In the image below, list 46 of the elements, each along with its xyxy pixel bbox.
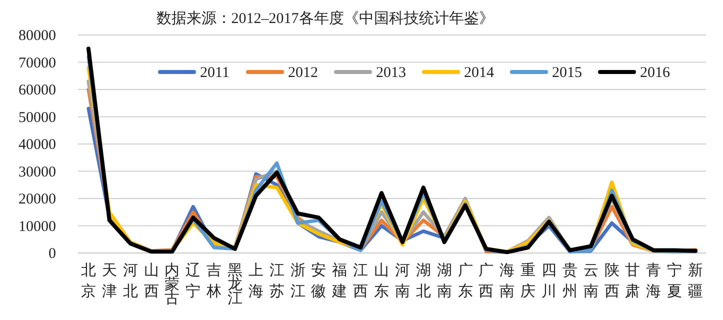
x-tick-label: 黑龙江: [228, 263, 242, 307]
x-tick-label: 甘肃: [625, 262, 640, 300]
y-tick-label: 20000: [18, 192, 56, 208]
x-tick-label: 云南: [583, 263, 598, 300]
legend-label: 2016: [640, 65, 670, 81]
legend-label: 2015: [552, 65, 582, 81]
x-tick-label: 山东: [374, 262, 390, 300]
legend-label: 2014: [464, 65, 494, 81]
y-tick-label: 0: [48, 246, 56, 262]
x-tick-label: 江苏: [269, 262, 284, 300]
x-tick-label: 福建: [331, 262, 348, 300]
x-tick-label: 湖南: [436, 262, 452, 300]
x-tick-label: 四川: [542, 263, 556, 300]
x-tick-label: 湖北: [416, 262, 431, 300]
y-tick-label: 10000: [18, 218, 56, 235]
legend-label: 2013: [376, 65, 406, 81]
y-tick-label: 70000: [18, 55, 56, 72]
x-tick-label: 北京: [80, 262, 96, 300]
x-tick-label: 河北: [122, 262, 138, 300]
x-tick-label: 吉林: [206, 262, 222, 300]
y-tick-label: 60000: [18, 82, 56, 98]
y-tick-label: 30000: [18, 164, 56, 180]
x-tick-label: 上海: [248, 262, 264, 300]
x-tick-label: 贵州: [562, 262, 578, 300]
x-tick-label: 浙江: [290, 262, 306, 300]
x-tick-label: 陕西: [604, 262, 620, 300]
x-tick-label: 安徽: [311, 262, 326, 300]
x-tick-label: 天津: [102, 263, 117, 300]
source-note: 数据来源：2012–2017各年度《中国科技统计年鉴》: [156, 10, 494, 27]
y-tick-label: 40000: [18, 137, 56, 153]
y-tick-label: 80000: [18, 28, 56, 44]
y-tick-label: 50000: [18, 110, 56, 126]
x-tick-label: 青海: [646, 262, 662, 300]
x-tick-label: 新疆: [688, 262, 704, 300]
legend-label: 2011: [200, 65, 230, 81]
x-tick-label: 重庆: [520, 262, 536, 300]
x-tick-label: 江西: [353, 262, 368, 300]
x-tick-label: 广东: [458, 262, 473, 300]
x-tick-label: 山西: [144, 262, 159, 300]
x-tick-label: 辽宁: [186, 262, 201, 300]
x-tick-label: 广西: [478, 262, 494, 300]
x-tick-label: 内蒙古: [164, 262, 180, 307]
x-tick-label: 河南: [394, 262, 410, 300]
x-tick-label: 宁夏: [667, 262, 682, 300]
legend-label: 2012: [288, 65, 318, 81]
x-tick-label: 海南: [500, 262, 515, 300]
